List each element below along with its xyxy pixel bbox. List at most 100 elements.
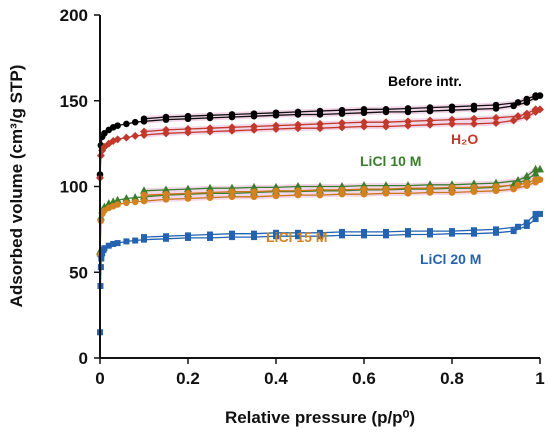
series-1-adsorption-point — [404, 121, 412, 130]
series-3-desorption-point — [162, 190, 170, 198]
series-0-desorption-point — [523, 95, 531, 103]
series-3-adsorption-point — [162, 196, 170, 203]
series-3-adsorption-point — [228, 193, 236, 201]
series-4-desorption-point — [383, 228, 389, 235]
y-tick-label: 200 — [60, 6, 88, 25]
series-2-desorption-point — [514, 175, 522, 184]
series-1-adsorption-point — [509, 116, 518, 125]
series-3-desorption-point — [470, 184, 478, 191]
series-0-desorption-point — [184, 112, 192, 120]
series-0-desorption-point — [470, 102, 478, 110]
series-1-desorption-point — [140, 127, 148, 136]
series-0-adsorption-point — [131, 118, 139, 126]
series-1-adsorption-point — [536, 105, 544, 114]
series-1-desorption-point — [316, 119, 324, 128]
series-0-desorption-point — [404, 105, 412, 112]
series-1-desorption-point — [184, 125, 192, 134]
series-3-desorption-point — [140, 191, 148, 199]
y-axis-title: Adsorbed volume (cm³/g STP) — [7, 65, 26, 308]
series-1-adsorption-point — [426, 120, 434, 129]
series-4-adsorption-point — [537, 210, 543, 217]
series-3-desorption-point — [206, 189, 214, 196]
series-4-desorption-point — [339, 228, 345, 235]
series-3-desorption-point — [448, 184, 456, 191]
series-4-desorption-point — [229, 230, 235, 237]
series-4-adsorption-point — [110, 240, 117, 247]
series-4-adsorption-point — [295, 233, 301, 240]
series-1-adsorption-point — [360, 122, 368, 131]
series-1-adsorption-point — [316, 124, 324, 133]
axis-ticks: 0 0.2 0.4 0.6 0.8 1 0 50 100 150 200 — [60, 6, 545, 388]
series-1-desorption-point — [531, 105, 540, 114]
series-2-desorption-point — [522, 171, 531, 180]
series-0-desorption-point — [162, 113, 170, 121]
series-4-desorption-point — [515, 223, 521, 230]
series-4-adsorption-point — [105, 242, 112, 249]
series-4-desorption-point — [141, 234, 147, 241]
series-4-adsorption-point — [251, 234, 257, 241]
series-4-adsorption-point — [273, 233, 279, 240]
series-4-adsorption-point — [123, 238, 130, 245]
series-1-desorption-point — [514, 112, 522, 121]
series-2-desorption-point — [206, 183, 214, 192]
series-labels: Before intr. H₂O LiCl 10 M LiCl 15 M LiCl 20… — [266, 73, 481, 267]
series-4-desorption-point — [361, 228, 367, 235]
series-3-desorption-point — [514, 181, 522, 189]
series-3-adsorption-point — [404, 190, 412, 197]
series-4-adsorption-point — [471, 230, 477, 237]
series-3-adsorption-point — [510, 185, 517, 193]
series-1-desorption-point — [206, 124, 214, 133]
series-0-desorption-point — [250, 110, 258, 117]
series-0-adsorption-point — [114, 122, 121, 129]
series-3-adsorption-point — [123, 199, 130, 207]
series-1-adsorption-point — [131, 131, 140, 140]
series-0-desorption-point — [532, 92, 539, 99]
series-1-adsorption-point — [470, 119, 478, 128]
series-label-0: Before intr. — [388, 73, 462, 89]
series-4-desorption-point — [163, 233, 169, 240]
series-1-adsorption-point — [382, 122, 390, 131]
series-0-desorption-point — [360, 106, 368, 113]
series-4-desorption-point — [471, 227, 477, 234]
y-tick-label: 0 — [79, 349, 88, 368]
x-tick-label: 0.8 — [440, 369, 464, 388]
series-2-desorption-point — [140, 186, 148, 194]
series-2-desorption-point — [184, 184, 192, 193]
series-3-desorption-point — [360, 185, 368, 193]
series-3-desorption-point — [294, 187, 302, 195]
series-3-adsorption-point — [131, 198, 139, 206]
y-tick-label: 150 — [60, 92, 88, 111]
series-4-adsorption-point — [405, 231, 411, 238]
series-3-desorption-point — [492, 183, 500, 190]
series-4-adsorption-point — [427, 231, 433, 238]
series-1-adsorption-point — [492, 119, 500, 128]
series-3-desorption-point — [382, 185, 390, 193]
series-4-desorption-point — [405, 228, 411, 235]
series-1-desorption-point — [382, 118, 390, 127]
series-4-desorption-point — [185, 232, 191, 239]
series-3-adsorption-point — [250, 193, 258, 201]
series-4-adsorption-point — [98, 255, 105, 262]
x-tick-label: 0.4 — [264, 369, 288, 388]
y-tick-label: 100 — [60, 178, 88, 197]
series-0-desorption-point — [316, 107, 324, 115]
series-4-adsorption-point — [510, 228, 517, 235]
series-4-desorption-point — [273, 229, 279, 236]
series-2-adsorption-point — [113, 195, 122, 204]
series-3-adsorption-point — [114, 201, 121, 208]
series-1-desorption-point — [522, 109, 531, 118]
x-tick-label: 1 — [535, 369, 544, 388]
series-2-desorption-point — [531, 164, 540, 173]
series-4-desorption-point — [449, 228, 455, 235]
y-tick-label: 50 — [69, 263, 88, 282]
series-0-desorption-point — [338, 106, 346, 114]
series-0-desorption-point — [492, 101, 500, 109]
series-0-desorption-line — [143, 94, 536, 120]
series-4-adsorption-point — [339, 232, 345, 239]
series-4-adsorption-point — [361, 232, 367, 239]
series-4-adsorption-point — [229, 234, 235, 241]
series-1-desorption-point — [162, 125, 170, 134]
series-4-desorption-point — [532, 210, 539, 217]
series-2-adsorption-point — [122, 194, 131, 202]
